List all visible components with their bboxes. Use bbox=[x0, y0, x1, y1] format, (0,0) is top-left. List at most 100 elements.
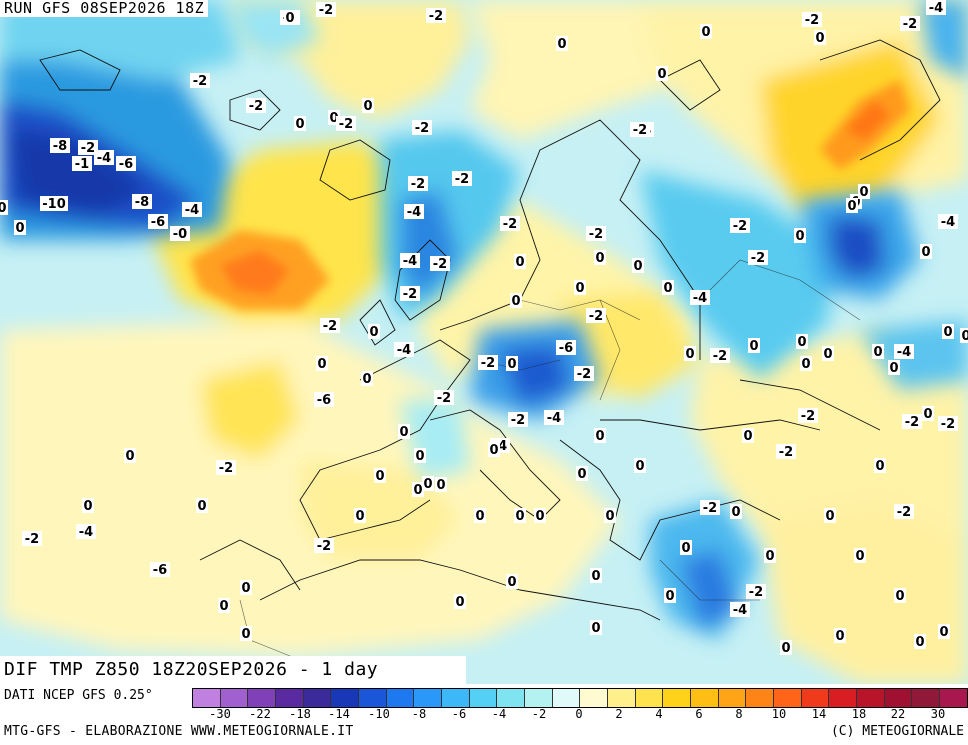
anomaly-label: 0 bbox=[657, 67, 666, 82]
anomaly-label-bg bbox=[900, 16, 920, 31]
anomaly-label: 0 bbox=[507, 357, 516, 372]
anomaly-label-bg bbox=[894, 504, 914, 519]
anomaly-label-bg bbox=[514, 254, 526, 269]
anomaly-label: -2 bbox=[905, 415, 919, 430]
anomaly-label-bg bbox=[316, 356, 328, 371]
anomaly-label-bg bbox=[514, 508, 526, 523]
anomaly-label: 0 bbox=[197, 499, 206, 514]
anomaly-label-bg bbox=[0, 200, 8, 215]
color-swatch bbox=[497, 689, 526, 707]
color-swatch bbox=[829, 689, 858, 707]
anomaly-label: 0 bbox=[557, 37, 566, 52]
anomaly-label: 0 bbox=[939, 625, 948, 640]
anomaly-label-bg bbox=[922, 406, 934, 421]
anomaly-label-bg bbox=[412, 482, 424, 497]
credit-text: MTG-GFS - ELABORAZIONE WWW.METEOGIORNALE… bbox=[4, 724, 354, 739]
color-swatch bbox=[220, 689, 249, 707]
anomaly-label-bg bbox=[634, 458, 646, 473]
anomaly-label-bg bbox=[824, 508, 836, 523]
anomaly-label: 0 bbox=[362, 372, 371, 387]
anomaly-label: 0 bbox=[369, 325, 378, 340]
anomaly-label: -2 bbox=[415, 121, 429, 136]
anomaly-label-bg bbox=[938, 416, 958, 431]
anomaly-label: -2 bbox=[897, 505, 911, 520]
anomaly-label-bg bbox=[408, 176, 428, 191]
anomaly-label-bg bbox=[116, 156, 136, 171]
map-canvas: -2 -2 -2 -2 -4 -4 -4 -2 -2 -2 0 0 0 0 -2 -2 0 0 0 -2 0 -2 -2 0 -… bbox=[0, 0, 968, 684]
anomaly-label: -2 bbox=[805, 13, 819, 28]
anomaly-label: -4 bbox=[547, 411, 561, 426]
anomaly-label-bg bbox=[742, 428, 754, 443]
borders bbox=[239, 259, 861, 661]
anomaly-label-bg bbox=[700, 500, 720, 515]
anomaly-label: -1 bbox=[75, 157, 89, 172]
anomaly-label: -4 bbox=[397, 343, 411, 358]
anomaly-label: -2 bbox=[577, 367, 591, 382]
anomaly-label-bg bbox=[76, 524, 96, 539]
anomaly-label: 0 bbox=[423, 477, 432, 492]
anomaly-label: -4 bbox=[403, 254, 417, 269]
anomaly-label: 0 bbox=[663, 281, 672, 296]
anomaly-label: -2 bbox=[703, 501, 717, 516]
color-swatch bbox=[884, 689, 913, 707]
anomaly-label: -6 bbox=[151, 215, 165, 230]
anomaly-label-bg bbox=[604, 508, 616, 523]
anomaly-label-bg bbox=[594, 250, 606, 265]
anomaly-label: -2 bbox=[903, 17, 917, 32]
anomaly-label: 0 bbox=[591, 569, 600, 584]
anomaly-label-bg bbox=[854, 548, 866, 563]
anomaly-label: -4 bbox=[693, 291, 707, 306]
anomaly-label-bg bbox=[894, 588, 906, 603]
anomaly-label-bg bbox=[50, 138, 70, 153]
color-scale-tick: 8 bbox=[735, 707, 743, 721]
anomaly-label: 0 bbox=[961, 329, 968, 344]
color-swatch bbox=[691, 689, 719, 707]
color-scale-tick: -2 bbox=[531, 707, 547, 721]
anomaly-label: 0 bbox=[889, 361, 898, 376]
anomaly-label: 0 bbox=[743, 429, 752, 444]
anomaly-label: -2 bbox=[219, 461, 233, 476]
anomaly-label: -2 bbox=[801, 409, 815, 424]
anomaly-label-bg bbox=[284, 10, 296, 25]
anomaly-label: 0 bbox=[363, 99, 372, 114]
anomaly-label-bg bbox=[182, 202, 202, 217]
anomaly-label: 0 bbox=[823, 347, 832, 362]
anomaly-label-bg bbox=[412, 120, 432, 135]
anomaly-label: 0 bbox=[415, 449, 424, 464]
anomaly-label: -10 bbox=[42, 197, 66, 212]
anomaly-label: 0 bbox=[815, 31, 824, 46]
anomaly-label: -8 bbox=[135, 195, 149, 210]
anomaly-label-bg bbox=[586, 308, 606, 323]
anomaly-label-bg bbox=[422, 476, 434, 491]
anomaly-label: -2 bbox=[503, 217, 517, 232]
anomaly-label-bg bbox=[926, 0, 946, 15]
anomaly-label: -2 bbox=[455, 172, 469, 187]
anomaly-label-bg bbox=[454, 594, 466, 609]
anomaly-label: 0 bbox=[859, 185, 868, 200]
anomaly-label-bg bbox=[776, 444, 796, 459]
color-swatch bbox=[663, 689, 692, 707]
data-source: DATI NCEP GFS 0.25° bbox=[4, 688, 153, 703]
anomaly-label: -2 bbox=[317, 539, 331, 554]
anomaly-label-bg bbox=[314, 538, 334, 553]
anomaly-label-bg bbox=[576, 466, 588, 481]
anomaly-label: 0 bbox=[295, 117, 304, 132]
anomaly-label-bg bbox=[730, 602, 750, 617]
anomaly-label: 0 bbox=[515, 255, 524, 270]
anomaly-label-bg bbox=[40, 196, 68, 211]
anomaly-label-bg bbox=[361, 371, 373, 386]
anomaly-label: 0 bbox=[241, 627, 250, 642]
anomaly-label: -2 bbox=[589, 309, 603, 324]
color-swatch bbox=[248, 689, 277, 707]
anomaly-label-bg bbox=[246, 98, 266, 113]
anomaly-label-bg bbox=[710, 348, 730, 363]
anomaly-label: -4 bbox=[185, 203, 199, 218]
anomaly-label: -2 bbox=[589, 227, 603, 242]
temperature-anomaly-map: -2 -2 -2 -2 -4 -4 -4 -2 -2 -2 0 0 0 0 -2 -2 0 0 0 -2 0 -2 -2 0 -… bbox=[0, 0, 968, 684]
anomaly-label: 0 bbox=[595, 251, 604, 266]
anomaly-label: 0 bbox=[577, 467, 586, 482]
color-scale-tick: 6 bbox=[695, 707, 703, 721]
anomaly-label: 0 bbox=[701, 25, 710, 40]
anomaly-label: 0 bbox=[847, 199, 856, 214]
anomaly-label: -2 bbox=[633, 123, 647, 138]
